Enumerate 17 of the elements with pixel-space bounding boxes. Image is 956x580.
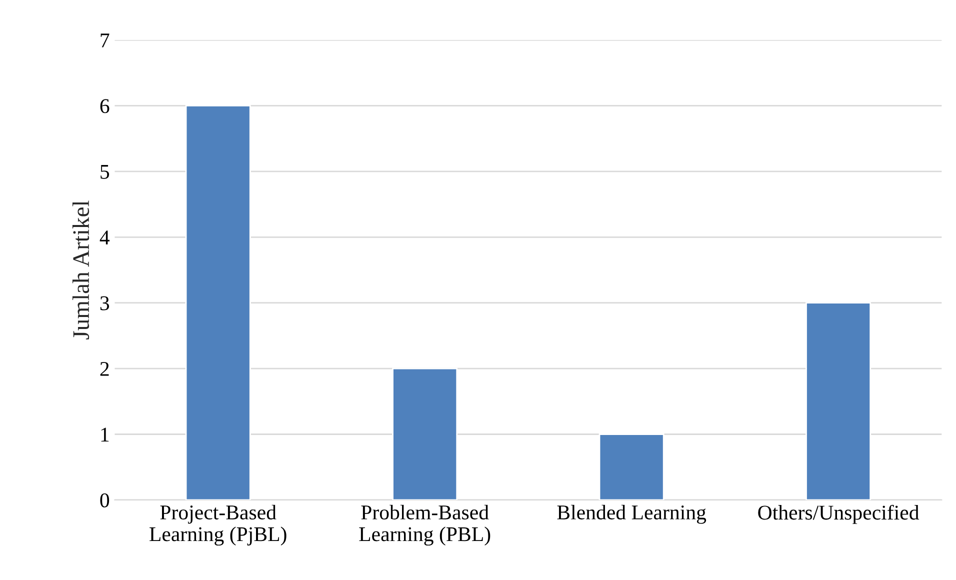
y-axis-title: Jumlah Artikel	[72, 200, 90, 340]
bar	[598, 434, 664, 500]
bar	[392, 368, 458, 500]
x-tick-label: Blended Learning	[557, 504, 706, 524]
y-tick-label: 0	[100, 493, 110, 508]
y-tick-label: 7	[100, 34, 110, 48]
y-tick-label: 6	[100, 99, 110, 114]
y-tick-label: 2	[100, 362, 109, 376]
bar	[185, 105, 251, 500]
bar	[806, 302, 872, 500]
x-tick-label: Others/Unspecified	[758, 504, 920, 524]
x-tick-label: Project-Based Learning (PjBL)	[150, 504, 286, 546]
x-tick-label: Problem-Based Learning (PBL)	[359, 504, 490, 546]
y-tick-label: 5	[100, 165, 110, 179]
y-tick-label: 1	[101, 428, 109, 442]
y-tick-label: 3	[100, 296, 110, 310]
y-tick-label: 4	[100, 230, 110, 244]
